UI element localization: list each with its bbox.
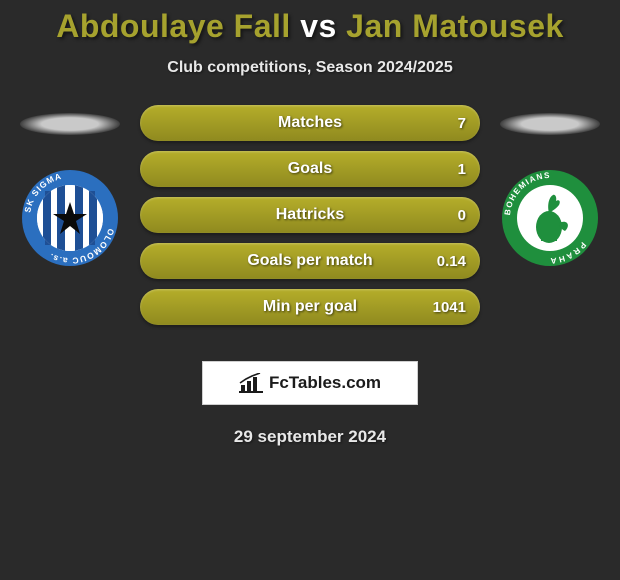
stat-right-value: 1041 [433, 299, 466, 316]
stat-label: Hattricks [140, 206, 480, 224]
comparison-title: Abdoulaye Fall vs Jan Matousek [0, 0, 620, 45]
club-crest-right: BOHEMIANS PRAHA [501, 169, 599, 267]
stat-row: Goals per match 0.14 [140, 243, 480, 279]
stat-row: Matches 7 [140, 105, 480, 141]
stat-row: Hattricks 0 [140, 197, 480, 233]
sigma-olomouc-crest-icon: SK SIGMA OLOMOUC a.s. [21, 169, 119, 267]
right-player-column: BOHEMIANS PRAHA [490, 105, 610, 267]
stat-right-value: 0 [458, 207, 466, 224]
stat-label: Goals per match [140, 252, 480, 270]
subtitle: Club competitions, Season 2024/2025 [0, 59, 620, 77]
stat-row: Min per goal 1041 [140, 289, 480, 325]
stats-section: SK SIGMA OLOMOUC a.s. [0, 105, 620, 345]
player1-head-placeholder [20, 113, 120, 135]
stat-label: Goals [140, 160, 480, 178]
stat-label: Matches [140, 114, 480, 132]
club-crest-left: SK SIGMA OLOMOUC a.s. [21, 169, 119, 267]
stat-row: Goals 1 [140, 151, 480, 187]
stat-right-value: 1 [458, 161, 466, 178]
brand-label: FcTables.com [269, 373, 381, 393]
stat-label: Min per goal [140, 298, 480, 316]
stat-right-value: 7 [458, 115, 466, 132]
bar-chart-icon [239, 373, 263, 393]
vs-text: vs [300, 8, 337, 44]
stat-right-value: 0.14 [437, 253, 466, 270]
brand-badge[interactable]: FcTables.com [202, 361, 418, 405]
bohemians-crest-icon: BOHEMIANS PRAHA [501, 169, 599, 267]
left-player-column: SK SIGMA OLOMOUC a.s. [10, 105, 130, 267]
player1-name: Abdoulaye Fall [56, 8, 291, 44]
snapshot-date: 29 september 2024 [0, 427, 620, 447]
player2-name: Jan Matousek [346, 8, 564, 44]
player2-head-placeholder [500, 113, 600, 135]
stat-bars: Matches 7 Goals 1 Hattricks 0 Goals per … [140, 105, 480, 335]
